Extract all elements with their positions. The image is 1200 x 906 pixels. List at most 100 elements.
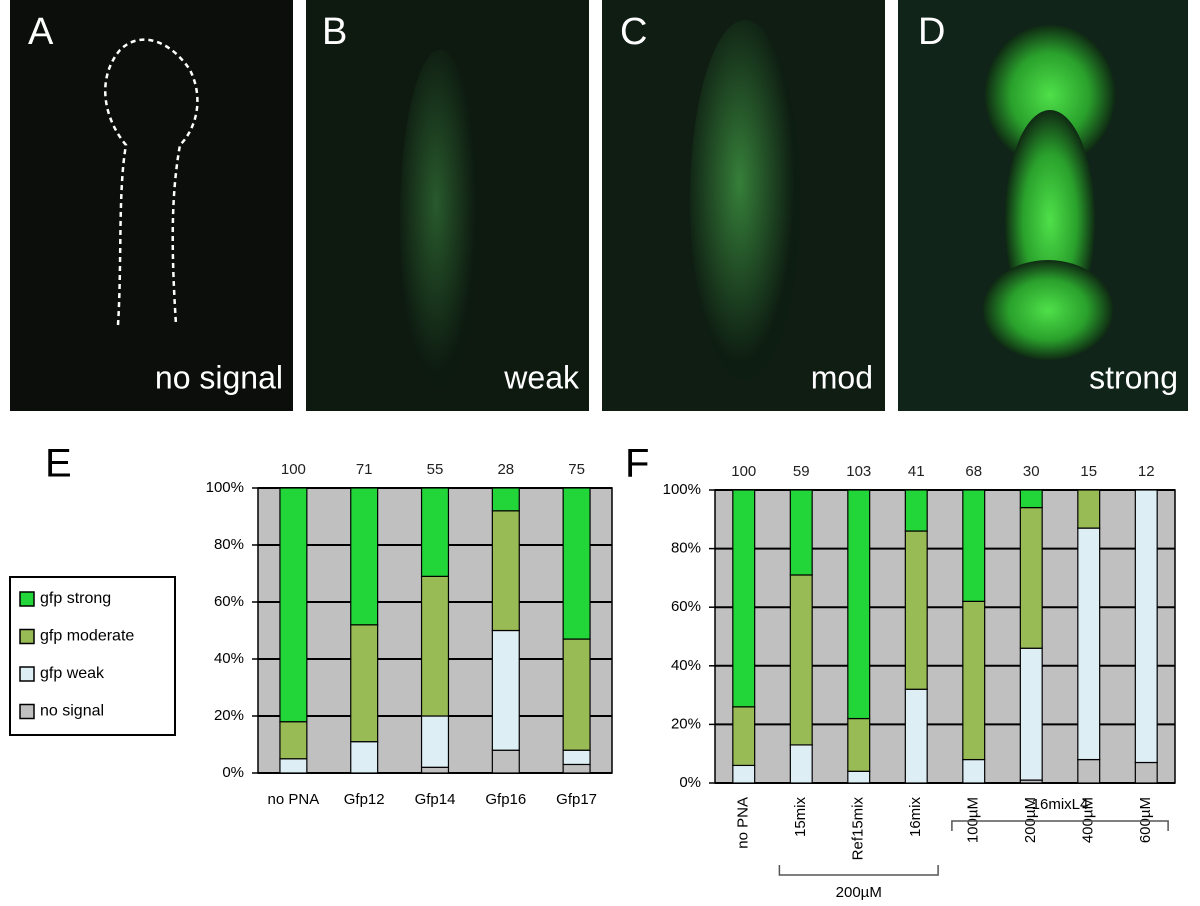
bar-segment [904,530,928,690]
bar-segment [789,489,813,576]
y-tick-label: 40% [214,650,244,667]
bar-segment [1019,647,1043,781]
outline [104,38,199,326]
count-label: 41 [908,463,925,480]
bar-segment [279,487,308,723]
image-a [10,0,293,411]
bar-segment [847,770,871,784]
panel-letter: A [28,11,54,53]
bar-segment [562,638,591,751]
bar-segment [904,489,928,532]
count-label: 71 [356,461,373,478]
y-tick-label: 80% [214,536,244,553]
legend-swatch [19,591,35,607]
panel-caption: weak [503,359,580,395]
bar-segment [420,575,450,717]
bar-segment [962,489,986,602]
bar-segment [1134,761,1158,784]
count-label: 55 [427,461,444,478]
legend-label: gfp moderate [40,628,134,645]
panel-label: F [625,442,649,486]
legend-label: gfp strong [40,590,111,607]
x-tick-label: Ref15mix [850,797,867,861]
plot-area [714,489,1176,784]
legend-swatch [19,628,35,645]
bar-segment [732,706,756,767]
x-tick-label: 600µM [1137,797,1154,843]
panel-letter: D [918,11,945,53]
group-bracket [778,865,939,876]
bar-segment [847,489,871,720]
count-label: 100 [281,461,306,478]
bar-segment [1077,489,1101,529]
panel-caption: strong [1089,359,1178,395]
count-label: 28 [497,461,514,478]
y-tick-label: 80% [671,540,701,557]
image-panels: A no signal B weak C mod D strong [10,0,1188,411]
bar-segment [279,721,308,760]
bar-segment [904,688,928,784]
count-label: 30 [1023,463,1040,480]
bar-segment [1077,758,1101,784]
y-tick-label: 100% [663,481,701,498]
embryo [690,20,800,380]
panel-caption: no signal [155,359,283,395]
group-label: 16mixL4 [1032,796,1089,813]
group-label: 200µM [836,884,882,901]
embryo [983,260,1113,360]
bar-segment [1077,527,1101,761]
x-tick-label: 100µM [965,797,982,843]
x-tick-label: 15mix [792,797,809,838]
bar-segment [420,766,450,774]
x-tick-label: 16mix [907,797,924,838]
y-tick-label: 100% [206,479,244,496]
bar-segment [491,629,520,751]
y-tick-label: 20% [214,707,244,724]
bar-segment [847,717,871,772]
bar-segment [732,489,756,708]
legend-box [9,576,176,736]
bar-segment [350,624,379,743]
x-tick-label: Gfp14 [415,791,456,808]
bar-segment [562,749,591,766]
bar-segment [279,758,308,774]
count-label: 68 [965,463,982,480]
bar-segment [420,715,450,768]
bar-segment [962,600,986,761]
bar-segment [562,487,591,640]
legend-swatch [19,703,35,720]
legend-label: no signal [40,703,104,720]
group-bracket [951,820,1169,831]
x-tick-label: no PNA [268,791,320,808]
bar-segment [350,741,379,774]
count-label: 103 [846,463,871,480]
y-tick-label: 60% [214,593,244,610]
y-tick-label: 40% [671,657,701,674]
count-label: 15 [1080,463,1097,480]
y-tick-label: 0% [222,764,244,781]
x-tick-label: 200µM [1022,797,1039,843]
bar-segment [491,510,520,632]
x-tick-label: Gfp16 [485,791,526,808]
legend-swatch [19,666,35,682]
embryo [985,25,1115,165]
bar-segment [789,574,813,746]
bar-segment [350,487,379,626]
x-tick-label: no PNA [735,797,752,849]
x-tick-label: 400µM [1080,797,1097,843]
bar-segment [1134,489,1158,764]
count-label: 75 [568,461,585,478]
panel-label: E [45,442,72,486]
y-tick-label: 0% [679,774,701,791]
embryo [400,50,480,390]
x-tick-label: Gfp12 [344,791,385,808]
bar-segment [562,763,591,774]
y-tick-label: 20% [671,715,701,732]
legend-label: gfp weak [40,665,105,682]
count-label: 100 [731,463,756,480]
bar-segment [732,764,756,784]
bar-segment [789,744,813,784]
panel-letter: C [620,11,647,53]
bar-segment [1019,489,1043,509]
